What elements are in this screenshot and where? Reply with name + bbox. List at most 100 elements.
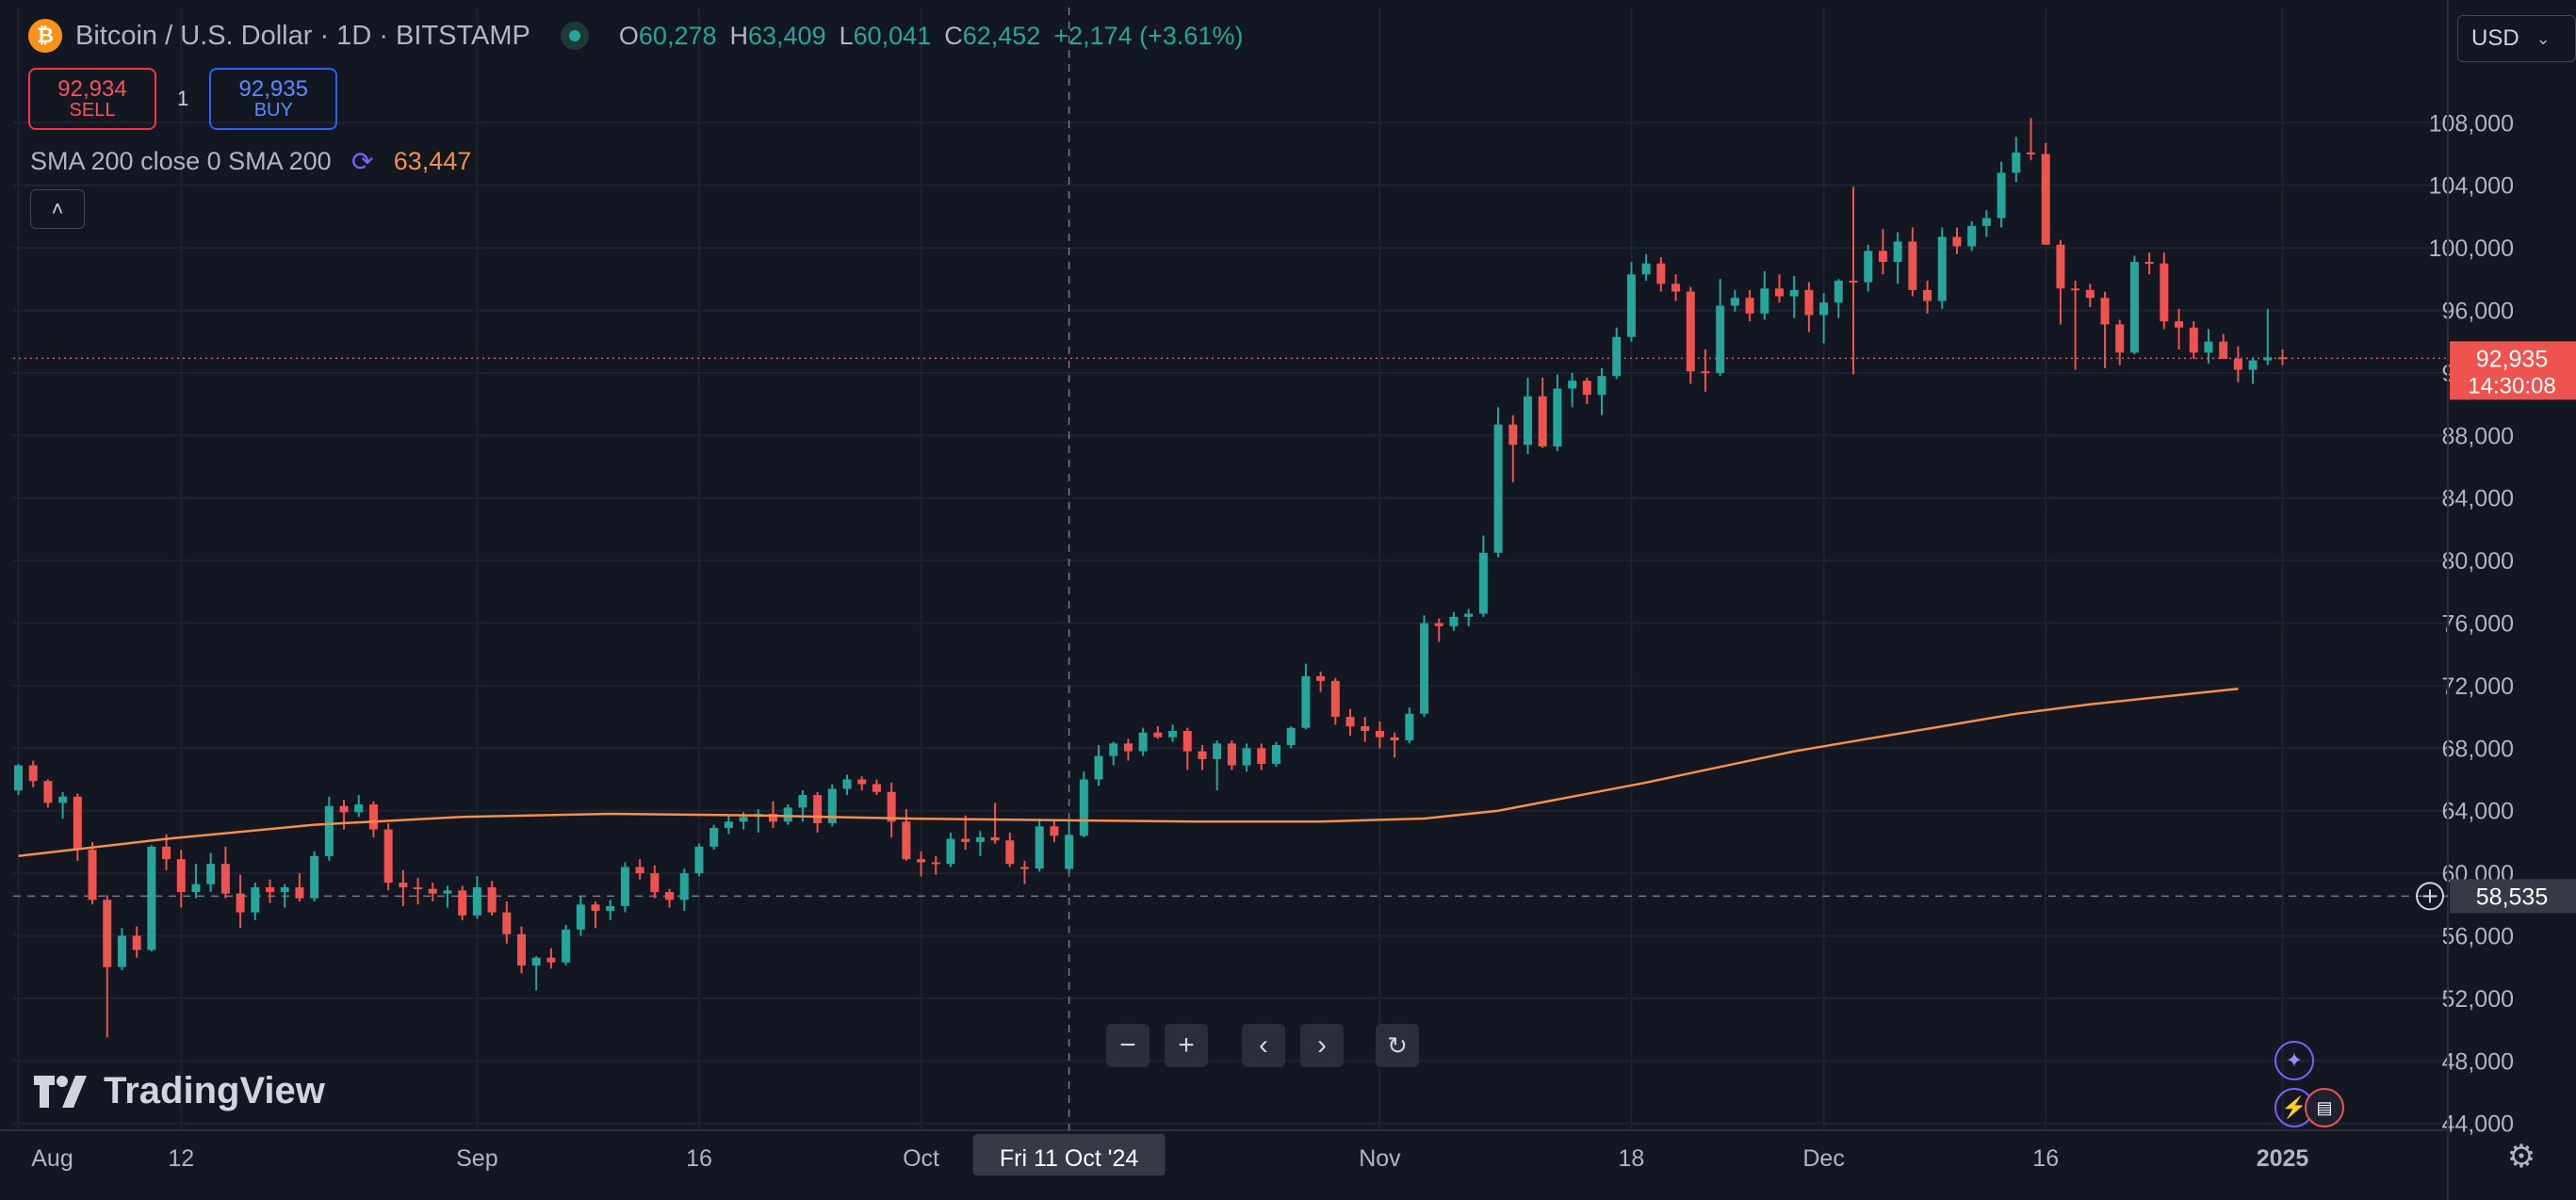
- candle-body: [1641, 263, 1651, 275]
- candle-body: [620, 867, 629, 906]
- candle-body: [236, 893, 245, 913]
- sell-button[interactable]: 92,934 SELL: [28, 68, 156, 130]
- candle: [783, 804, 792, 825]
- candle-body: [1745, 298, 1754, 314]
- candle-body: [2233, 358, 2242, 370]
- candle-body: [1242, 748, 1251, 766]
- chevron-down-icon: ⌄: [2535, 28, 2551, 48]
- candle-body: [1493, 424, 1503, 553]
- candle: [1775, 274, 1784, 303]
- candle: [1626, 262, 1636, 342]
- candle-body: [1449, 616, 1459, 626]
- candle-body: [1760, 288, 1769, 314]
- candle: [220, 846, 230, 899]
- scroll-left-button[interactable]: ‹: [1242, 1024, 1285, 1067]
- y-tick-label: 56,000: [2442, 924, 2514, 950]
- reset-chart-button[interactable]: ↻: [1376, 1024, 1419, 1067]
- candle-body: [487, 887, 497, 913]
- candle: [2204, 329, 2213, 364]
- candle-body: [1345, 717, 1355, 727]
- crosshair-date-badge: [972, 1134, 1166, 1176]
- sparkle-button[interactable]: ✦: [2274, 1041, 2314, 1080]
- candle-body: [1153, 732, 1163, 738]
- buy-price: 92,935: [238, 75, 308, 102]
- candle: [1612, 327, 1622, 380]
- candle-body: [1612, 336, 1622, 377]
- economic-events-button[interactable]: ▤: [2305, 1088, 2344, 1127]
- candle: [2071, 280, 2080, 370]
- candle: [1716, 279, 1725, 377]
- grid-lines: [13, 8, 2448, 1130]
- indicator-legend[interactable]: SMA 200 close 0 SMA 200 ⟳ 63,447: [30, 147, 471, 176]
- candle: [28, 760, 38, 787]
- loading-icon: ⟳: [351, 147, 374, 176]
- chevron-right-icon: ›: [1317, 1030, 1327, 1061]
- candle-body: [1478, 552, 1488, 614]
- candle: [2085, 284, 2095, 308]
- candle: [502, 900, 512, 944]
- candle: [443, 885, 452, 908]
- candle: [517, 926, 526, 974]
- candle-body: [2041, 154, 2050, 245]
- collapse-legend-button[interactable]: ˄: [30, 189, 85, 229]
- candle-body: [324, 805, 334, 856]
- candle-body: [1789, 289, 1799, 297]
- candle: [1597, 367, 1606, 415]
- candle-body: [650, 873, 660, 893]
- candle-body: [443, 890, 452, 894]
- candle-body: [1819, 302, 1829, 316]
- candle: [1908, 227, 1917, 297]
- tradingview-logo[interactable]: TradingView: [34, 1070, 325, 1112]
- candle: [1819, 293, 1829, 344]
- x-tick-label: Aug: [31, 1145, 73, 1172]
- candle: [2248, 357, 2258, 384]
- zoom-out-button[interactable]: −: [1106, 1024, 1149, 1067]
- candle: [724, 815, 733, 835]
- candle-body: [2100, 298, 2110, 325]
- candle: [1405, 707, 1414, 744]
- candle: [1109, 741, 1118, 766]
- candle: [368, 801, 378, 837]
- currency-select[interactable]: USD ⌄: [2457, 15, 2576, 62]
- open-value: 60,278: [638, 21, 717, 50]
- buy-button[interactable]: 92,935 BUY: [209, 68, 338, 130]
- candle: [1671, 274, 1681, 301]
- candle: [1745, 289, 1754, 322]
- candle-body: [1050, 826, 1059, 836]
- zoom-in-button[interactable]: +: [1165, 1024, 1208, 1067]
- sma-200-line: [18, 687, 2239, 858]
- scroll-right-button[interactable]: ›: [1300, 1024, 1344, 1067]
- candle-body: [1405, 713, 1414, 740]
- candle: [1524, 377, 1532, 455]
- candle-body: [266, 887, 274, 893]
- candle-body: [1035, 826, 1044, 869]
- order-quantity[interactable]: 1: [177, 87, 189, 110]
- market-status-icon[interactable]: [560, 22, 589, 50]
- candle-body: [414, 887, 423, 890]
- x-axis: Aug 12 Sep 16 Oct Nov 18 Dec 16 2025: [31, 1145, 2308, 1172]
- gear-icon: ⚙: [2506, 1139, 2536, 1175]
- candle: [576, 897, 585, 936]
- candle: [1449, 611, 1459, 631]
- candle-body: [1182, 731, 1192, 752]
- candle-body: [2263, 357, 2273, 361]
- candle: [399, 869, 408, 906]
- candle: [1997, 161, 2006, 228]
- symbol-title[interactable]: Bitcoin / U.S. Dollar · 1D · BITSTAMP: [75, 20, 530, 51]
- candle-body: [2115, 324, 2125, 353]
- candle-body: [591, 904, 600, 911]
- candle-body: [28, 765, 38, 782]
- candle: [1789, 275, 1799, 318]
- indicator-label[interactable]: SMA 200 close 0 SMA 200: [30, 147, 332, 175]
- candle-body: [251, 887, 260, 913]
- candle-body: [946, 838, 955, 865]
- y-tick-label: 72,000: [2442, 673, 2514, 700]
- settings-button[interactable]: ⚙: [2503, 1138, 2540, 1176]
- candle-body: [1005, 840, 1015, 865]
- y-tick-label: 76,000: [2442, 611, 2514, 638]
- y-tick-label: 80,000: [2442, 548, 2514, 575]
- candle-body: [2204, 341, 2213, 353]
- candle: [650, 865, 660, 899]
